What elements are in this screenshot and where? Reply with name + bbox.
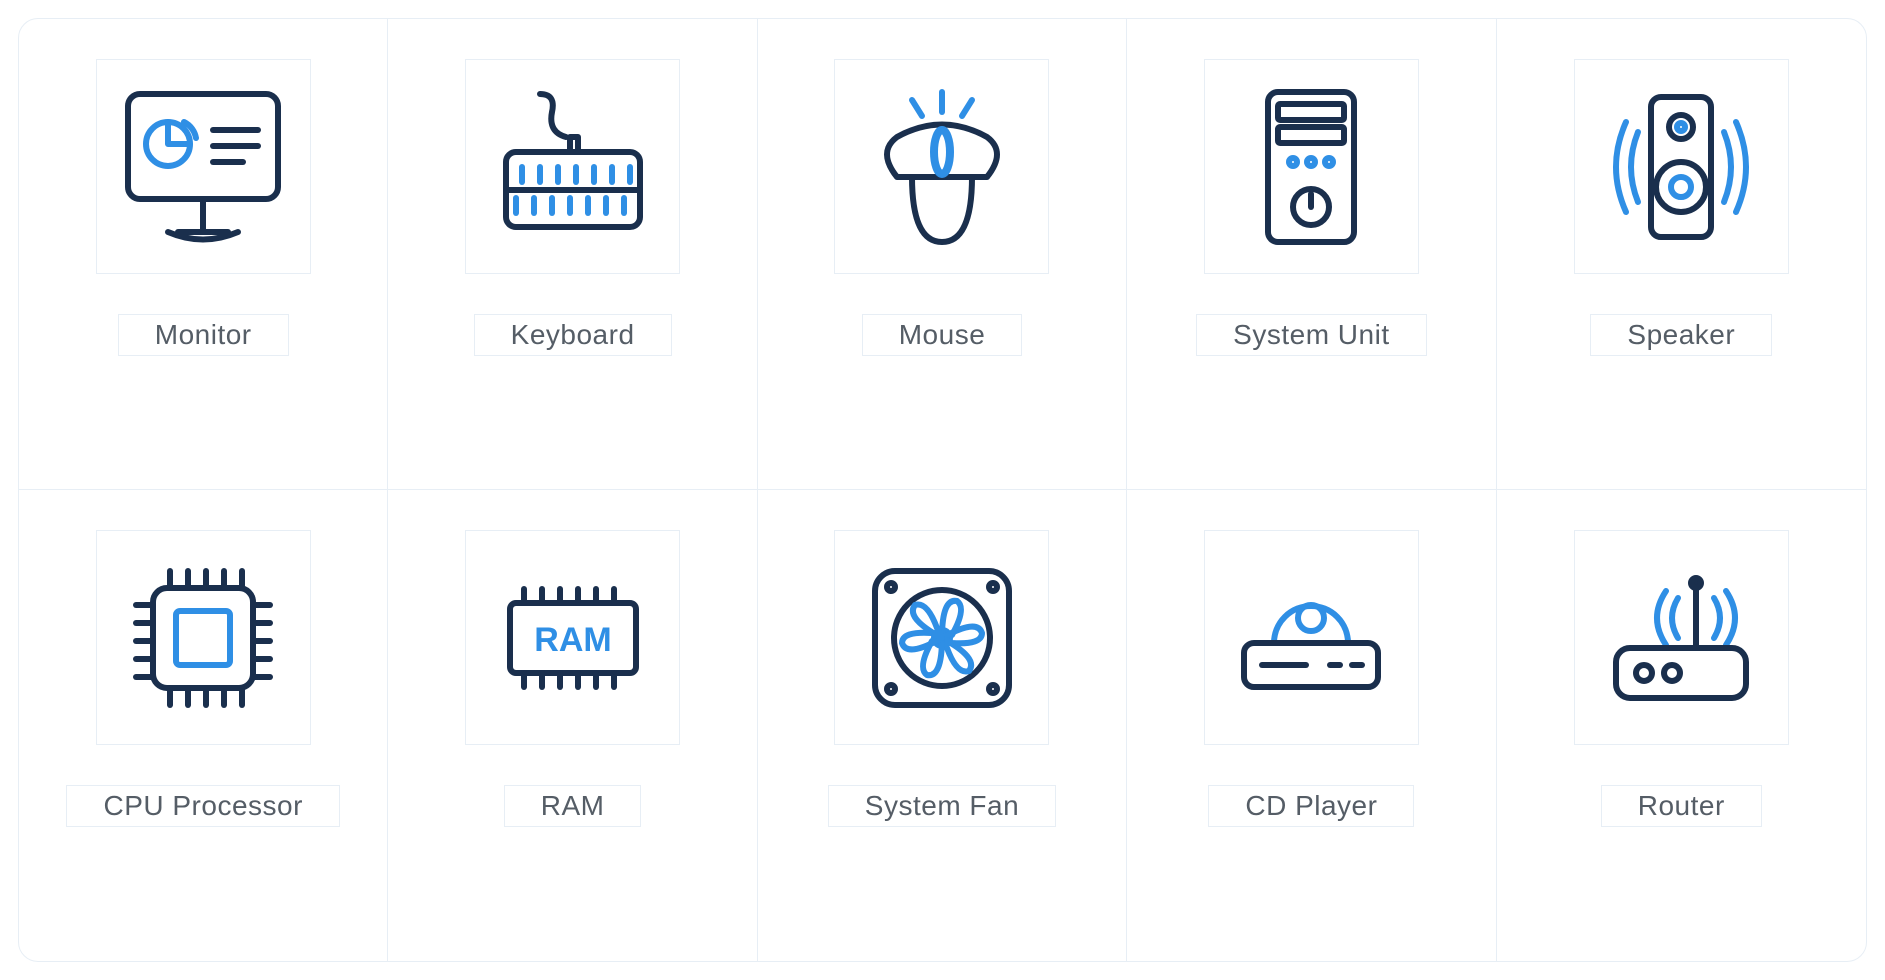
label-frame: System Unit xyxy=(1196,314,1426,356)
system-unit-label: System Unit xyxy=(1233,319,1389,350)
icon-grid: Monitor Keyboard xyxy=(18,18,1867,962)
router-icon xyxy=(1574,530,1789,745)
cpu-processor-label: CPU Processor xyxy=(103,790,302,821)
cpu-processor-icon xyxy=(96,530,311,745)
speaker-icon xyxy=(1574,59,1789,274)
cell-system-unit: System Unit xyxy=(1127,19,1496,490)
ram-text: RAM xyxy=(534,621,611,659)
cd-player-icon xyxy=(1204,530,1419,745)
label-frame: CD Player xyxy=(1208,785,1414,827)
system-fan-icon xyxy=(834,530,1049,745)
label-frame: Monitor xyxy=(118,314,289,356)
mouse-label: Mouse xyxy=(899,319,986,350)
router-label: Router xyxy=(1638,790,1725,821)
label-frame: Keyboard xyxy=(474,314,672,356)
cell-keyboard: Keyboard xyxy=(388,19,757,490)
label-frame: Mouse xyxy=(862,314,1023,356)
system-unit-icon xyxy=(1204,59,1419,274)
cell-router: Router xyxy=(1497,490,1866,961)
cell-system-fan: System Fan xyxy=(758,490,1127,961)
mouse-icon xyxy=(834,59,1049,274)
monitor-icon xyxy=(96,59,311,274)
system-fan-label: System Fan xyxy=(865,790,1019,821)
label-frame: RAM xyxy=(504,785,642,827)
cell-mouse: Mouse xyxy=(758,19,1127,490)
keyboard-label: Keyboard xyxy=(511,319,635,350)
cell-ram: RAM RAM xyxy=(388,490,757,961)
monitor-label: Monitor xyxy=(155,319,252,350)
ram-label: RAM xyxy=(541,790,605,821)
label-frame: Speaker xyxy=(1590,314,1772,356)
cd-player-label: CD Player xyxy=(1245,790,1377,821)
ram-icon: RAM xyxy=(465,530,680,745)
keyboard-icon xyxy=(465,59,680,274)
cell-cd-player: CD Player xyxy=(1127,490,1496,961)
label-frame: CPU Processor xyxy=(66,785,339,827)
label-frame: System Fan xyxy=(828,785,1056,827)
cell-cpu-processor: CPU Processor xyxy=(19,490,388,961)
label-frame: Router xyxy=(1601,785,1762,827)
cell-monitor: Monitor xyxy=(19,19,388,490)
cell-speaker: Speaker xyxy=(1497,19,1866,490)
speaker-label: Speaker xyxy=(1627,319,1735,350)
